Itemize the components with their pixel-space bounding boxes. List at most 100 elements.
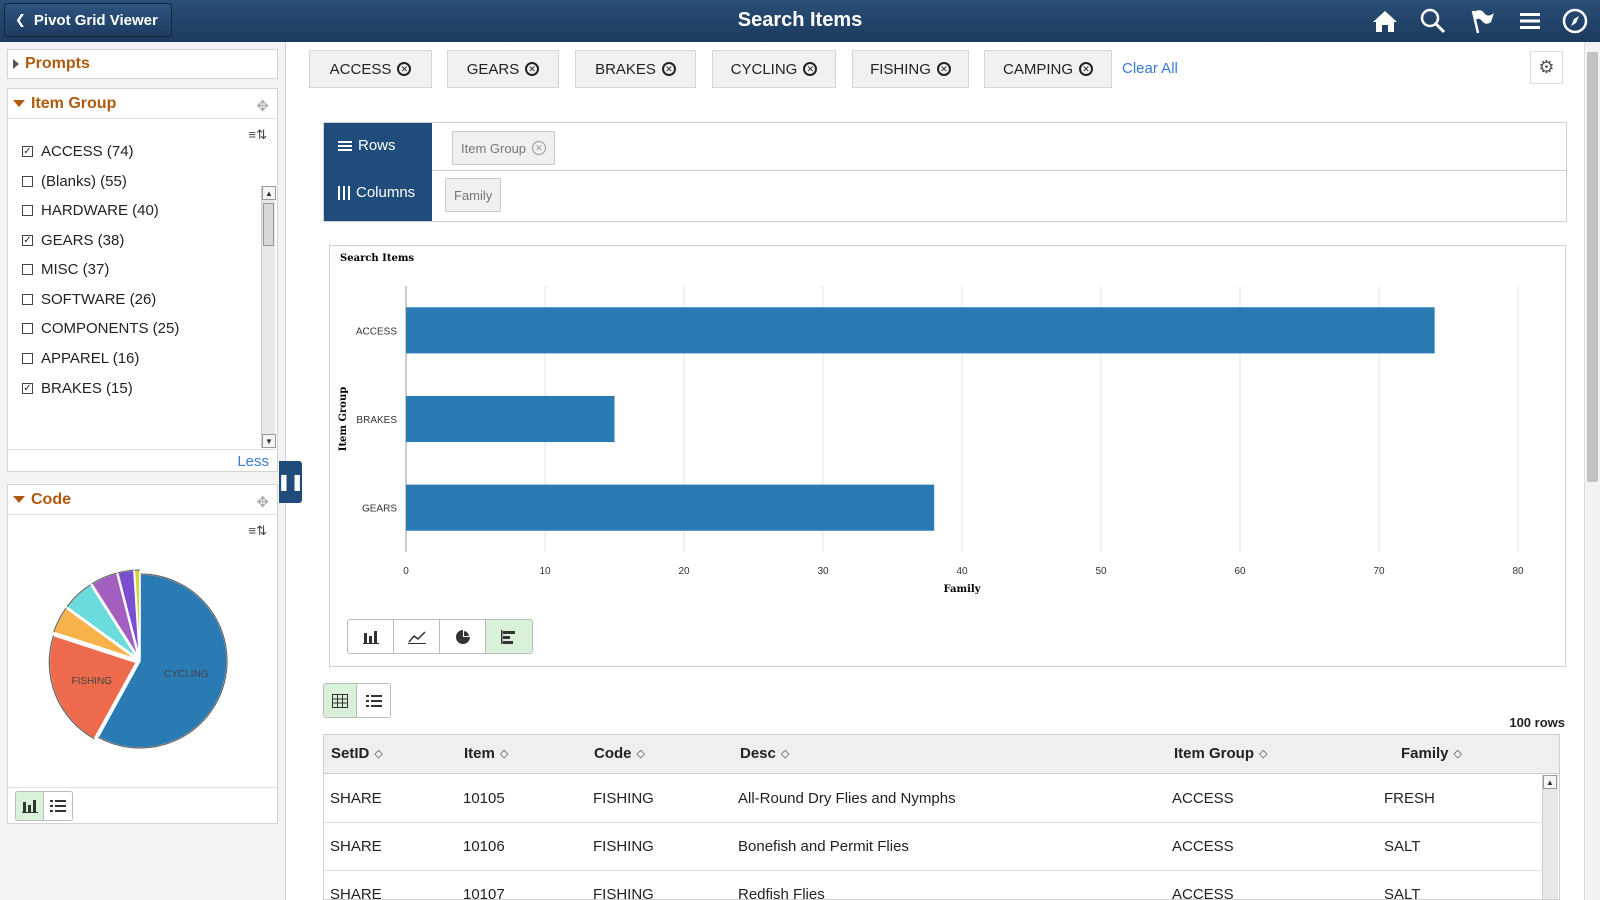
filter-item[interactable]: ✓ BRAKES (15) (22, 380, 133, 397)
filter-item[interactable]: ✓ ACCESS (74) (22, 143, 134, 160)
scroll-thumb[interactable] (263, 203, 274, 246)
checkbox[interactable] (22, 205, 33, 216)
filter-chip[interactable]: CAMPING ✕ (984, 50, 1112, 88)
page-scrollbar[interactable] (1584, 42, 1600, 900)
column-header[interactable]: SetID ◇ (331, 745, 383, 762)
chart-type-toggle[interactable] (347, 619, 533, 654)
list-view-icon[interactable] (44, 792, 72, 820)
sort-icon: ◇ (636, 748, 645, 760)
remove-icon[interactable]: ✕ (532, 141, 547, 155)
bar-chart[interactable]: Search Items 0 10 20 30 40 50 60 70 80 ACCESS BRAKE… (330, 246, 1565, 666)
item-group-header[interactable]: Item Group (8, 89, 277, 119)
scroll-down-icon[interactable]: ▼ (262, 434, 276, 448)
divider (8, 787, 277, 788)
bar-chart-icon[interactable] (348, 620, 394, 653)
move-icon[interactable]: ✥ (256, 98, 269, 115)
x-axis-label: Family (943, 584, 981, 595)
remove-icon[interactable]: ✕ (525, 62, 540, 76)
filter-chip[interactable]: ACCESS ✕ (309, 50, 432, 88)
list-view-icon[interactable] (357, 684, 390, 717)
code-header[interactable]: Code (8, 485, 277, 515)
filter-chip[interactable]: FISHING ✕ (852, 50, 969, 88)
remove-icon[interactable]: ✕ (397, 62, 412, 76)
filter-item[interactable]: SOFTWARE (26) (22, 291, 156, 308)
pie-chart-icon[interactable] (440, 620, 486, 653)
filter-item[interactable]: (Blanks) (55) (22, 173, 127, 190)
move-icon[interactable]: ✥ (256, 494, 269, 511)
search-icon[interactable] (1418, 6, 1448, 36)
prompts-header[interactable]: Prompts (8, 50, 277, 78)
scroll-up-icon[interactable]: ▲ (1543, 775, 1557, 789)
less-link[interactable]: Less (237, 453, 269, 470)
bar (406, 307, 1435, 354)
checkbox[interactable] (22, 294, 33, 305)
filter-item[interactable]: ✓ GEARS (38) (22, 232, 125, 249)
gear-icon[interactable]: ⚙ (1530, 51, 1563, 84)
pie-slice-outline (48, 635, 95, 740)
checkbox[interactable] (22, 353, 33, 364)
left-panel: Prompts Item Group ✥ ≡⇅ ✓ ACCESS (74) (B… (0, 42, 286, 900)
code-pie-chart[interactable]: CYCLING FISHING (8, 541, 279, 781)
remove-icon[interactable]: ✕ (803, 62, 818, 76)
checkbox[interactable] (22, 323, 33, 334)
checkbox[interactable]: ✓ (22, 383, 33, 394)
row-count: 100 rows (1509, 715, 1565, 730)
column-field-chip[interactable]: Family (445, 178, 502, 212)
sort-icon: ◇ (780, 748, 790, 760)
back-button[interactable]: ❮ Pivot Grid Viewer (4, 3, 172, 37)
compass-icon[interactable] (1560, 6, 1590, 36)
row-field-chip[interactable]: Item Group ✕ (452, 131, 556, 165)
table-row[interactable]: SHARE 10105 FISHING All-Round Dry Flies … (324, 775, 1544, 823)
app-header: ❮ Pivot Grid Viewer Search Items (0, 0, 1600, 42)
sort-icon[interactable]: ≡⇅ (248, 523, 267, 538)
column-header[interactable]: Code ◇ (594, 745, 645, 762)
collapse-icon (13, 496, 25, 503)
checkbox[interactable] (22, 264, 33, 275)
sort-icon[interactable]: ≡⇅ (248, 127, 267, 142)
remove-icon[interactable]: ✕ (936, 62, 951, 76)
divider (432, 170, 1566, 171)
checkbox[interactable]: ✓ (22, 235, 33, 246)
pivot-layout: Rows Columns Item Group ✕ Family (323, 122, 1567, 222)
column-header[interactable]: Desc ◇ (740, 745, 790, 762)
checkbox[interactable] (22, 176, 33, 187)
filter-chip[interactable]: CYCLING ✕ (712, 50, 836, 88)
grid-view-icon[interactable] (324, 684, 357, 717)
filter-item[interactable]: COMPONENTS (25) (22, 320, 179, 337)
filter-item[interactable]: HARDWARE (40) (22, 202, 159, 219)
y-tick-label: ACCESS (356, 326, 397, 337)
filter-item[interactable]: MISC (37) (22, 261, 109, 278)
scroll-up-icon[interactable]: ▲ (262, 186, 276, 200)
collapse-panel-handle[interactable]: ❚❚ (277, 461, 304, 503)
column-header[interactable]: Item Group ◇ (1174, 745, 1268, 762)
results-view-toggle[interactable] (323, 683, 391, 718)
filter-chip[interactable]: GEARS ✕ (447, 50, 559, 88)
bar (406, 395, 615, 443)
home-icon[interactable] (1370, 6, 1400, 36)
flag-icon[interactable] (1467, 6, 1497, 36)
table-row[interactable]: SHARE 10106 FISHING Bonefish and Permit … (324, 823, 1544, 871)
scroll-thumb[interactable] (1587, 52, 1598, 482)
scrollbar[interactable]: ▲ ▼ (261, 186, 276, 448)
remove-icon[interactable]: ✕ (661, 62, 676, 76)
filter-item[interactable]: APPAREL (16) (22, 350, 139, 367)
code-label: Code (31, 490, 71, 508)
table-row[interactable]: SHARE 10107 FISHING Redfish Flies ACCESS… (324, 871, 1544, 899)
grid-scrollbar[interactable]: ▲ (1542, 775, 1558, 899)
horizontal-bar-icon[interactable] (486, 620, 532, 653)
column-header[interactable]: Item ◇ (464, 745, 509, 762)
column-header[interactable]: Family ◇ (1401, 745, 1462, 762)
prompts-panel[interactable]: Prompts (7, 49, 278, 79)
checkbox[interactable]: ✓ (22, 146, 33, 157)
sort-icon: ◇ (1453, 748, 1462, 760)
line-chart-icon[interactable] (394, 620, 440, 653)
code-view-toggle[interactable] (15, 791, 73, 821)
pivot-axes: Rows Columns (324, 123, 432, 221)
clear-all-link[interactable]: Clear All (1122, 60, 1178, 77)
grid-header: SetID ◇ Item ◇ Code ◇ Desc ◇ Item Group ◇ Fam… (324, 735, 1559, 774)
menu-icon[interactable] (1515, 6, 1545, 36)
remove-icon[interactable]: ✕ (1079, 62, 1093, 76)
chart-view-icon[interactable] (16, 792, 44, 820)
filter-chip[interactable]: BRAKES ✕ (575, 50, 696, 88)
x-tick-label: 20 (678, 566, 690, 577)
